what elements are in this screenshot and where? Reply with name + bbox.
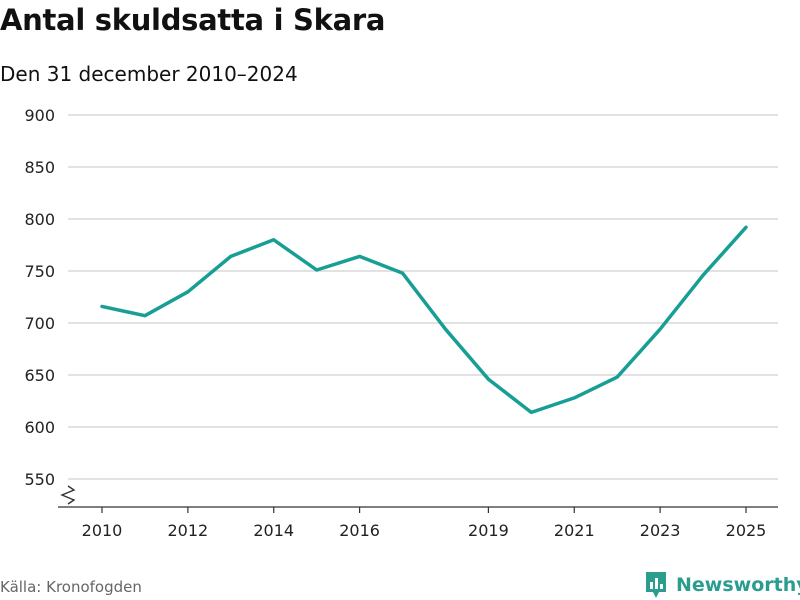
x-tick-label-2019: 2019 [468,521,509,540]
x-tick-label-2016: 2016 [339,521,380,540]
chart-subtitle: Den 31 december 2010–2024 [0,62,298,86]
x-axis: 2010 2012 2014 2016 2019 2021 2023 2025 [58,485,778,540]
series-group [100,225,748,415]
brand-name: Newsworthy [676,574,800,596]
y-tick-label-800: 800 [24,210,55,229]
y-tick-label-550: 550 [24,470,55,489]
gridlines [68,114,778,480]
x-tick-label-2010: 2010 [82,521,123,540]
axis-break-mark [60,485,76,505]
series-line-0 [100,225,748,415]
y-tick-label-600: 600 [24,418,55,437]
chart-title: Antal skuldsatta i Skara [0,3,386,37]
x-tick-label-2025: 2025 [726,521,767,540]
y-axis-ticks: 550 600 650 700 750 800 850 900 [24,106,55,489]
newsworthy-logo-icon [646,572,666,598]
y-tick-label-850: 850 [24,158,55,177]
source-note: Källa: Kronofogden [0,578,142,596]
x-tick-label-2021: 2021 [554,521,595,540]
y-tick-label-650: 650 [24,366,55,385]
x-tick-label-2023: 2023 [640,521,681,540]
brand: Newsworthy [644,570,800,600]
y-tick-label-750: 750 [24,262,55,281]
y-tick-label-700: 700 [24,314,55,333]
x-tick-label-2012: 2012 [168,521,209,540]
x-tick-label-2014: 2014 [253,521,294,540]
y-tick-label-900: 900 [24,106,55,125]
